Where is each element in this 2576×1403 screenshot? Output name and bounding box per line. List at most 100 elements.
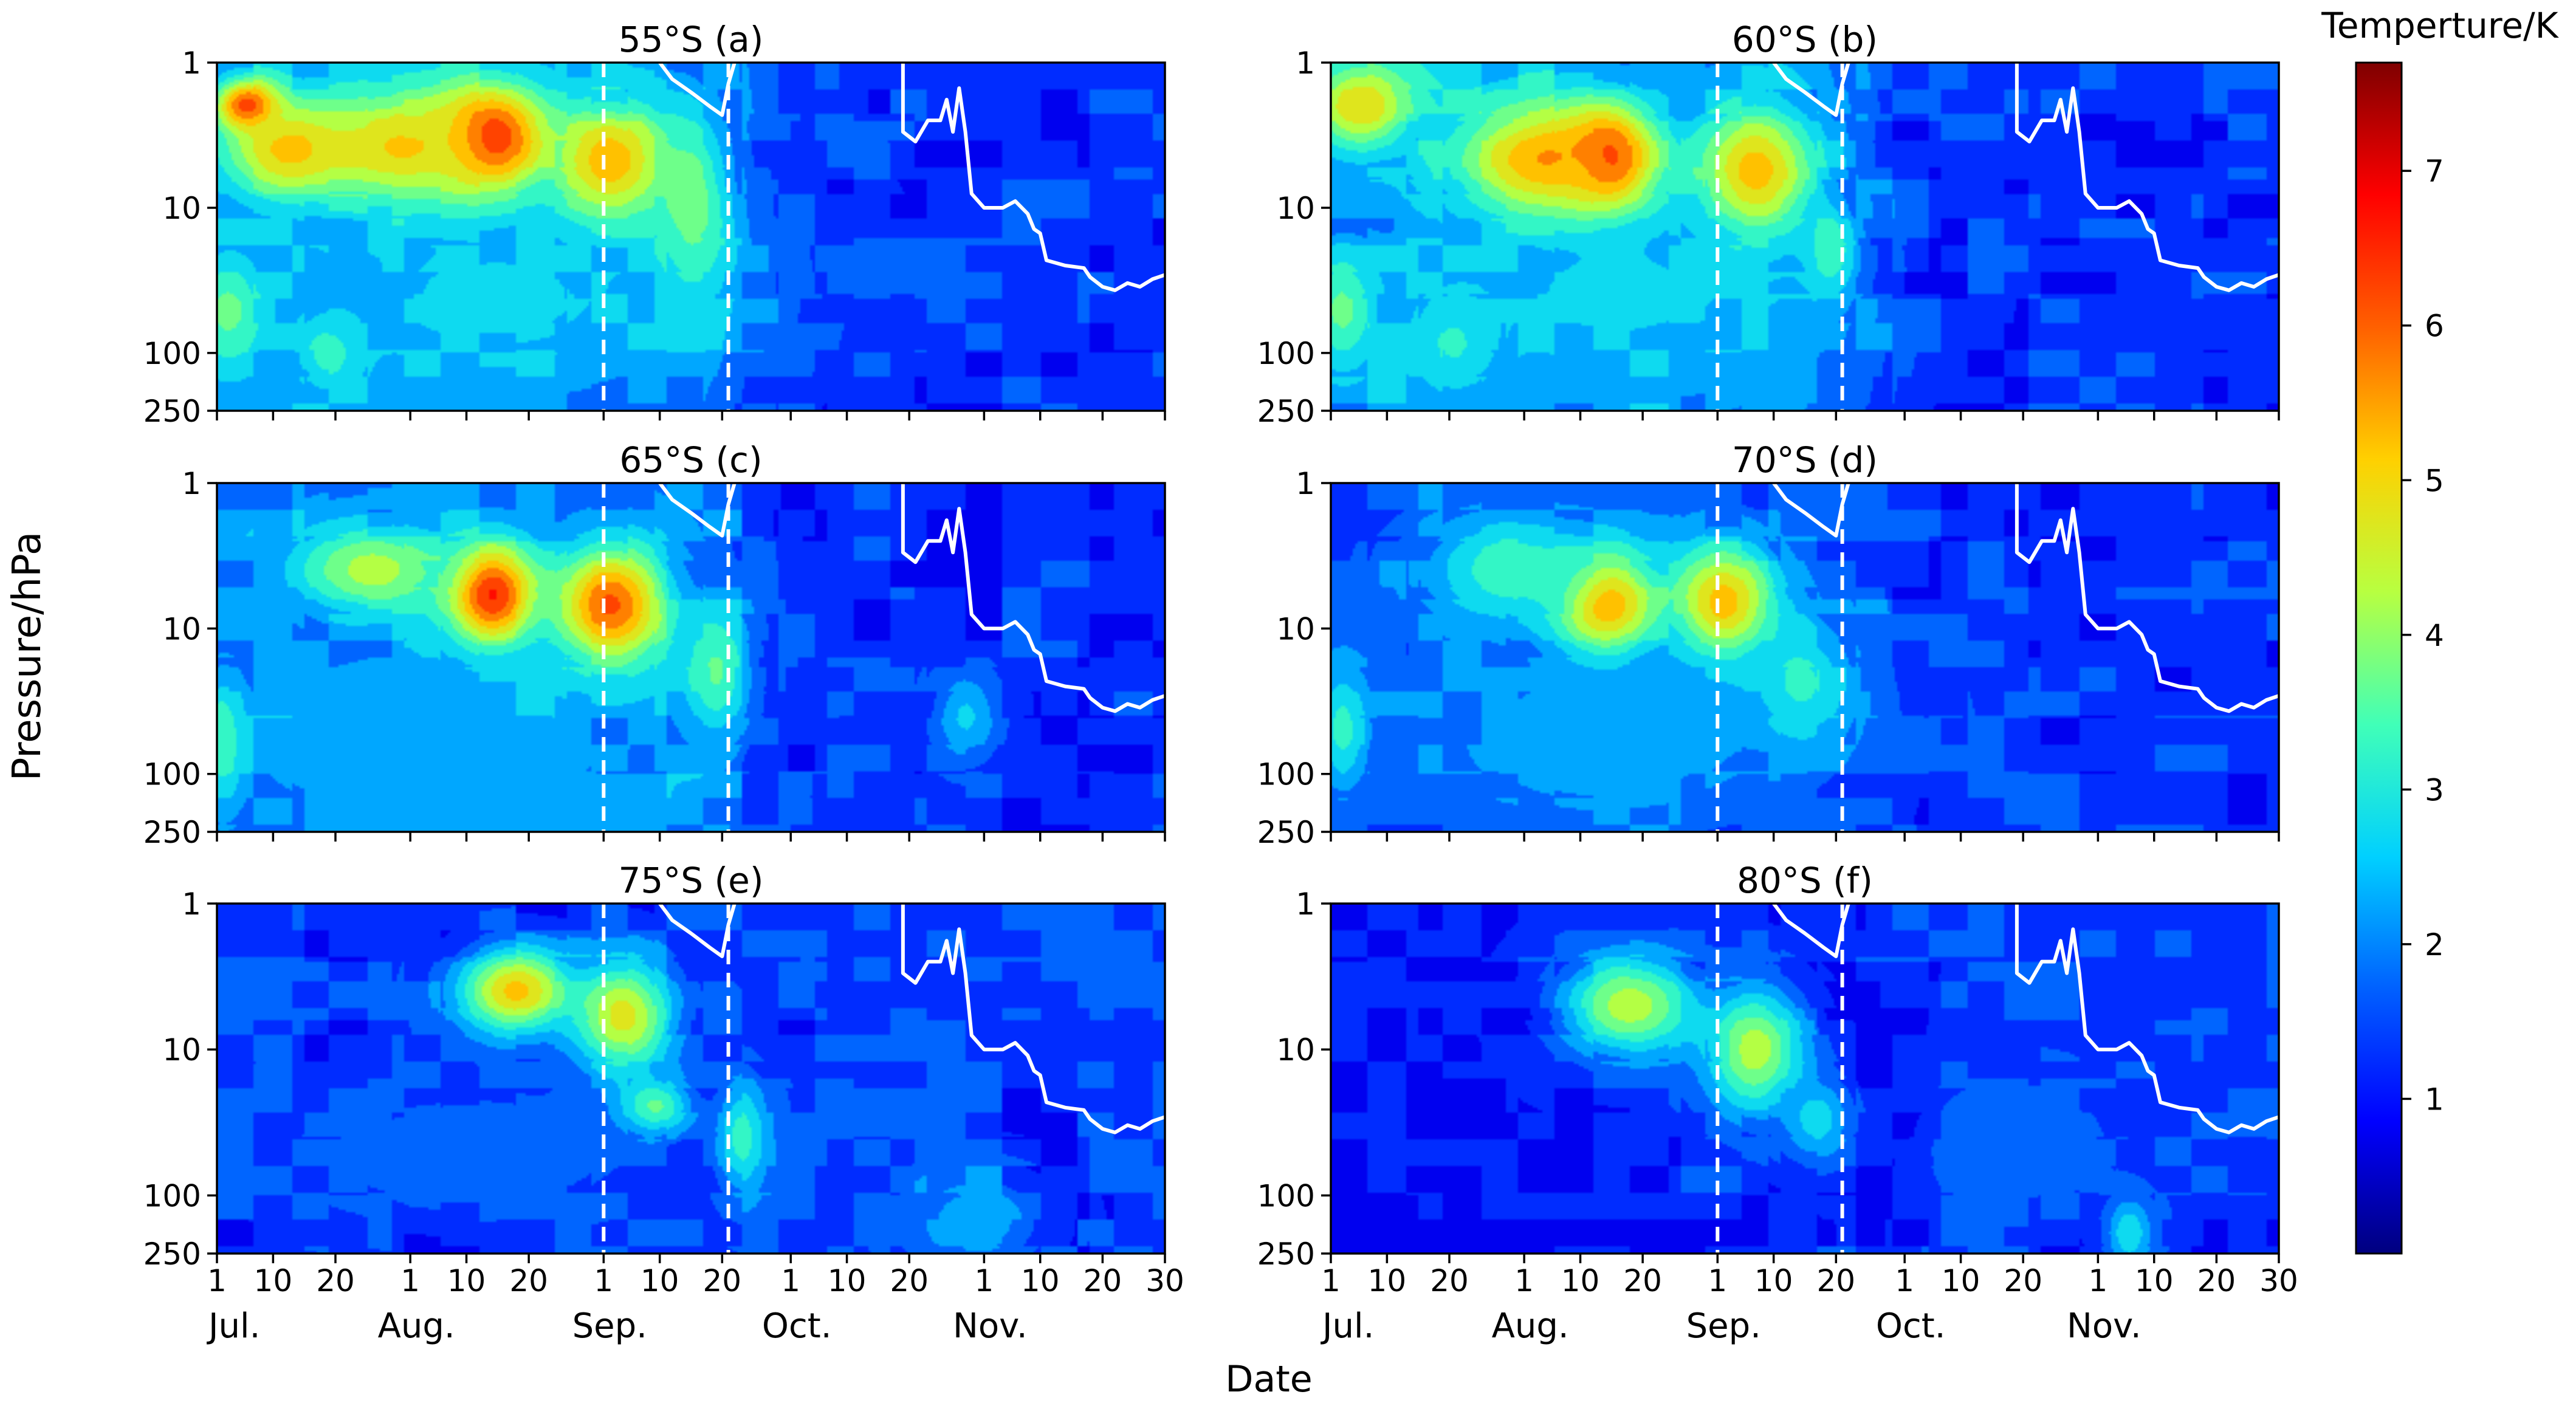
plot-frame — [1330, 902, 2280, 1255]
y-tick-label: 1 — [182, 466, 201, 501]
white-line-segment1 — [1772, 61, 1850, 117]
month-label: Sep. — [572, 1306, 647, 1346]
y-tick-label: 250 — [143, 394, 201, 429]
colorbar-tick-label: 3 — [2425, 772, 2444, 808]
panel-2: 60°S (b) 1 10 100 250 — [1257, 19, 2280, 429]
y-tick-label: 100 — [143, 1178, 201, 1213]
panel-title: 65°S (c) — [619, 439, 762, 481]
panel-title: 75°S (e) — [619, 860, 764, 901]
y-tick-label: 100 — [143, 336, 201, 371]
y-tick-label: 1 — [182, 887, 201, 922]
y-tick-label: 250 — [143, 1237, 201, 1272]
heatmap-fill-1 — [217, 63, 1165, 411]
x-tick-label: 1 — [2088, 1263, 2107, 1298]
y-tick-label: 10 — [1276, 191, 1315, 226]
month-label: Jul. — [207, 1306, 260, 1346]
heatmap-fill-3 — [217, 483, 1165, 832]
plot-frame — [216, 61, 1166, 412]
y-tick-label: 1 — [1296, 887, 1315, 922]
white-line-segment1 — [658, 482, 737, 538]
x-tick-label: 1 — [781, 1263, 800, 1298]
panel-title: 60°S (b) — [1732, 19, 1878, 60]
x-tick-label: 1 — [1708, 1263, 1727, 1298]
panel-4: 70°S (d) 1 10 100 250 — [1257, 439, 2280, 850]
y-tick-label: 10 — [162, 1032, 201, 1068]
white-line-segment2 — [2014, 63, 2279, 292]
plot-frame — [216, 902, 1166, 1255]
panel-title: 55°S (a) — [619, 19, 764, 60]
x-tick-label: 1 — [594, 1263, 613, 1298]
y-tick-label: 10 — [162, 191, 201, 226]
month-label: Nov. — [953, 1306, 1028, 1346]
white-line-segment2 — [2014, 904, 2279, 1134]
x-tick-label: 1 — [207, 1263, 227, 1298]
x-tick-label: 10 — [828, 1263, 867, 1298]
y-tick-label: 100 — [1257, 757, 1315, 792]
x-tick-label: 10 — [2135, 1263, 2174, 1298]
white-line-segment1 — [1772, 902, 1850, 958]
white-line-segment2 — [901, 63, 1166, 292]
y-tick-label: 10 — [162, 611, 201, 647]
month-label: Nov. — [2067, 1306, 2142, 1346]
heatmap-fill-6 — [1331, 904, 2279, 1254]
x-tick-label: 20 — [2004, 1263, 2042, 1298]
panel-title: 80°S (f) — [1737, 860, 1873, 901]
colorbar-tick-label: 1 — [2425, 1082, 2444, 1117]
x-tick-label: 10 — [1561, 1263, 1600, 1298]
panel-1: 55°S (a) 1 10 100 250 — [143, 19, 1166, 429]
y-tick-label: 100 — [1257, 336, 1315, 371]
colorbar-label: Temperture/K — [2321, 5, 2559, 46]
month-label: Aug. — [378, 1306, 455, 1346]
month-label: Sep. — [1686, 1306, 1761, 1346]
x-tick-label: 20 — [2197, 1263, 2236, 1298]
x-tick-label: 20 — [1430, 1263, 1469, 1298]
white-line-segment1 — [1772, 482, 1850, 538]
y-tick-label: 10 — [1276, 611, 1315, 647]
white-line-segment2 — [901, 904, 1166, 1134]
y-tick-label: 10 — [1276, 1032, 1315, 1068]
plot-frame — [1330, 61, 2280, 412]
heatmap-fill-4 — [1331, 483, 2279, 832]
x-tick-label: 1 — [1895, 1263, 1914, 1298]
x-tick-label: 1 — [400, 1263, 420, 1298]
y-tick-label: 250 — [1257, 815, 1315, 850]
month-label: Aug. — [1492, 1306, 1569, 1346]
x-tick-label: 20 — [890, 1263, 929, 1298]
x-tick-label: 20 — [703, 1263, 742, 1298]
x-tick-label: 10 — [1942, 1263, 1980, 1298]
x-tick-label: 1 — [1514, 1263, 1534, 1298]
plot-frame — [216, 482, 1166, 833]
x-tick-label: 1 — [974, 1263, 994, 1298]
x-tick-label: 1 — [1321, 1263, 1341, 1298]
x-tick-label: 10 — [641, 1263, 679, 1298]
x-tick-label: 20 — [1084, 1263, 1122, 1298]
panel-3: 65°S (c) 1 10 100 250 — [143, 439, 1166, 850]
colorbar: Temperture/K 1 2 3 4 5 6 7 — [2321, 5, 2560, 1255]
y-tick-label: 250 — [143, 815, 201, 850]
heatmap-fill-5 — [217, 904, 1165, 1254]
x-tick-label: 30 — [1145, 1263, 1184, 1298]
colorbar-tick-label: 7 — [2425, 154, 2444, 189]
x-tick-label: 10 — [1021, 1263, 1060, 1298]
colorbar-bar — [2355, 61, 2403, 1255]
x-tick-label: 10 — [1754, 1263, 1793, 1298]
x-tick-label: 20 — [1623, 1263, 1662, 1298]
colorbar-ticks: 1 2 3 4 5 6 7 — [2402, 154, 2444, 1117]
y-tick-label: 1 — [1296, 46, 1315, 81]
colorbar-tick-label: 4 — [2425, 618, 2444, 653]
x-tick-label: 10 — [447, 1263, 486, 1298]
x-tick-label: 30 — [2259, 1263, 2298, 1298]
y-tick-label: 250 — [1257, 394, 1315, 429]
x-tick-label: 20 — [1817, 1263, 1856, 1298]
x-axis-label: Date — [1225, 1358, 1312, 1401]
colorbar-tick-label: 5 — [2425, 463, 2444, 498]
heatmap-fill-2 — [1331, 63, 2279, 411]
colorbar-tick-label: 2 — [2425, 927, 2444, 962]
white-line-segment1 — [658, 902, 737, 958]
y-tick-label: 100 — [143, 757, 201, 792]
x-tick-label: 20 — [316, 1263, 355, 1298]
x-tick-label: 10 — [1368, 1263, 1407, 1298]
